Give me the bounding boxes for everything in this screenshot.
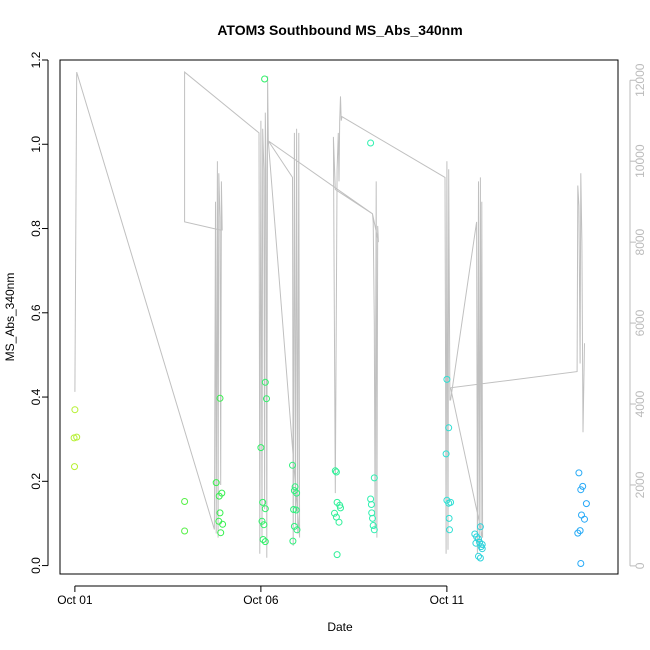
data-point — [259, 536, 267, 543]
data-point — [369, 522, 377, 529]
data-point — [73, 433, 81, 441]
x-tick-label: Oct 01 — [57, 593, 93, 607]
data-point — [331, 509, 338, 517]
y-tick-label: 0.4 — [29, 388, 43, 405]
y2-tick-label: 6000 — [633, 309, 647, 336]
data-point — [260, 521, 268, 529]
data-point — [259, 498, 267, 506]
data-point — [216, 509, 224, 517]
data-point — [369, 514, 376, 522]
data-point — [289, 537, 297, 545]
data-point — [291, 483, 299, 491]
data-point — [261, 378, 269, 386]
y2-tick-label: 10000 — [633, 144, 647, 178]
y2-tick-label: 2000 — [633, 471, 647, 498]
plot-frame — [59, 59, 619, 575]
y2-tick-label: 4000 — [633, 390, 647, 417]
points-layer — [70, 75, 590, 567]
data-point — [332, 468, 340, 476]
data-point — [446, 526, 453, 534]
y2-tick-label: 12000 — [633, 63, 647, 97]
data-point — [261, 538, 269, 546]
data-point — [447, 498, 455, 506]
data-point — [263, 395, 270, 403]
data-point — [290, 506, 298, 513]
x-axis-label: Date — [327, 620, 353, 634]
data-point — [219, 520, 227, 528]
data-point — [574, 529, 582, 537]
axes-layer: 0.0 0.2 0.4 0.6 0.8 1.0 1.2 0 2000 4000 6000 8000 10… — [29, 51, 647, 607]
data-point — [258, 517, 266, 525]
data-point — [478, 545, 486, 553]
data-point — [292, 506, 300, 514]
data-point — [335, 518, 343, 526]
data-point — [293, 526, 301, 534]
y-tick-label: 0.0 — [29, 557, 43, 574]
data-point — [475, 552, 482, 560]
x-tick-label: Oct 11 — [430, 593, 465, 607]
data-point — [331, 467, 339, 475]
data-point — [337, 504, 344, 512]
y2-tick-label: 8000 — [633, 228, 647, 255]
y-axis-label: MS_Abs_340nm — [3, 273, 17, 362]
data-point — [577, 560, 585, 567]
data-point — [293, 489, 301, 497]
data-point — [212, 479, 220, 487]
data-point — [582, 500, 590, 508]
data-point — [476, 554, 484, 562]
data-point — [217, 529, 225, 537]
data-point — [367, 139, 375, 147]
data-point — [71, 463, 78, 471]
data-point — [476, 523, 484, 531]
y-tick-label: 0.6 — [29, 304, 43, 321]
data-point — [71, 406, 79, 414]
y-tick-label: 0.8 — [29, 220, 43, 237]
y-tick-label: 1.0 — [29, 136, 43, 153]
data-point — [370, 526, 378, 534]
y2-tick-label: 0 — [633, 562, 647, 569]
data-point — [581, 515, 588, 523]
y-tick-label: 0.2 — [29, 473, 43, 490]
x-tick-label: Oct 06 — [243, 593, 279, 607]
data-point — [575, 469, 583, 477]
data-point — [367, 501, 375, 508]
chart-title: ATOM3 Southbound MS_Abs_340nm — [217, 22, 462, 38]
data-point — [216, 394, 224, 402]
data-point — [443, 375, 451, 383]
data-point — [578, 511, 585, 519]
data-point — [445, 424, 453, 432]
data-point — [261, 505, 269, 513]
secondary-series-line — [74, 71, 585, 558]
y-tick-label: 1.2 — [29, 51, 43, 68]
data-point — [289, 461, 296, 469]
secondary-line-layer — [74, 71, 585, 558]
data-point — [442, 450, 450, 458]
data-point — [261, 75, 269, 83]
data-point — [445, 514, 453, 522]
data-point — [181, 498, 189, 505]
data-point — [472, 539, 480, 547]
data-point — [257, 444, 265, 452]
data-point — [218, 489, 226, 497]
data-point — [370, 474, 378, 482]
data-point — [333, 551, 341, 559]
data-point — [579, 482, 587, 490]
data-point — [181, 527, 189, 535]
